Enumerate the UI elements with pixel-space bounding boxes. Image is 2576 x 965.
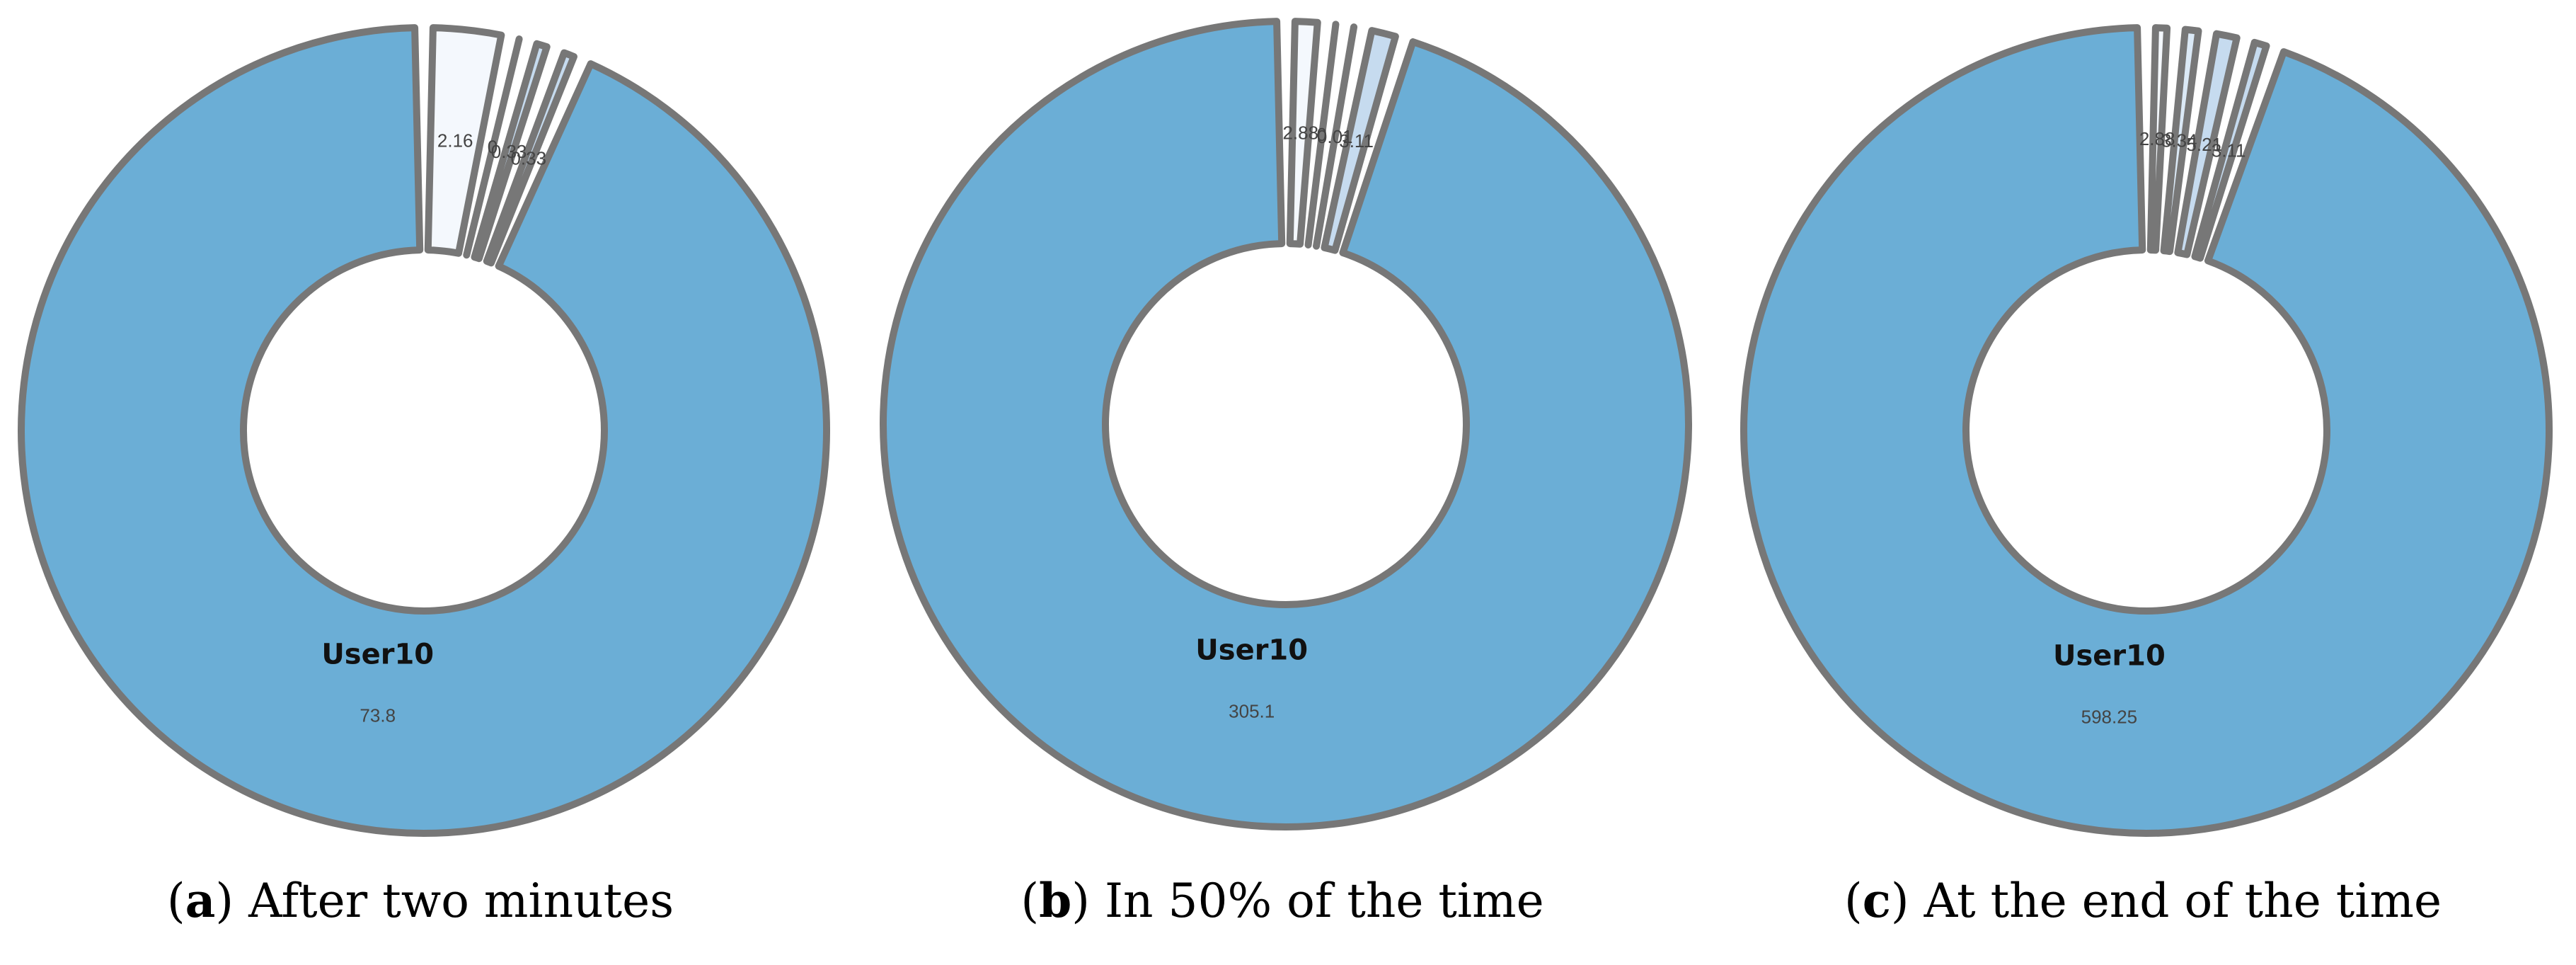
slice-name: User10 xyxy=(321,638,434,670)
slice-value-label: 0.01 xyxy=(1317,126,1353,147)
slice-value-label: 3.11 xyxy=(2212,140,2246,161)
donut-slice xyxy=(483,49,577,267)
donut-slice xyxy=(18,24,830,837)
donut-chart: 2.883.345.213.11 User10 598.25 (c) At the e… xyxy=(1740,24,2553,928)
donut-slice xyxy=(1304,21,1340,249)
caption-text: ) In 50% of the time xyxy=(1071,874,1543,928)
caption: (c) At the end of the time xyxy=(1844,873,2442,928)
caption: (a) After two minutes xyxy=(167,873,674,928)
slice-name: User10 xyxy=(2053,640,2166,673)
donut-slice xyxy=(463,35,523,259)
slice-name: User10 xyxy=(1195,634,1308,666)
slice-value-label: 3.11 xyxy=(1339,130,1374,152)
caption-text: ) After two minutes xyxy=(215,874,674,928)
donut-slice xyxy=(1313,23,1358,250)
slice-value-label: 3.34 xyxy=(2161,130,2197,151)
donut-slice xyxy=(1286,18,1321,248)
donut-slice xyxy=(2174,30,2241,258)
donut-slice xyxy=(424,24,505,257)
donut-slice xyxy=(2146,24,2171,254)
slice-value-label: 73.8 xyxy=(360,704,396,726)
slice-value-label: 598.25 xyxy=(2081,707,2138,728)
caption: (b) In 50% of the time xyxy=(1020,873,1543,928)
caption-open: ( xyxy=(1020,874,1039,928)
donut-slice xyxy=(2191,38,2270,262)
donut-slice xyxy=(471,40,551,263)
caption-tag: b xyxy=(1039,873,1071,928)
slice-value-label: 0.33 xyxy=(510,147,546,169)
donut-slice xyxy=(2160,25,2202,256)
slice-value-label: 5.21 xyxy=(2186,134,2222,155)
caption-tag: a xyxy=(185,873,216,928)
donut-slice xyxy=(1740,24,2553,837)
slice-value-label: 0 xyxy=(1317,124,1327,145)
slice-value-label: 305.1 xyxy=(1229,700,1275,721)
slice-value-label: 2.88 xyxy=(2139,128,2175,149)
slice-value-label: 2.16 xyxy=(437,130,473,151)
caption-tag: c xyxy=(1863,873,1891,928)
caption-text: ) At the end of the time xyxy=(1891,874,2442,928)
donut-slice xyxy=(1321,27,1399,254)
donut-slice xyxy=(880,18,1692,830)
slice-value-label: 2.88 xyxy=(1282,122,1318,143)
slice-value-label: 0 xyxy=(488,137,498,158)
slice-value-label: 0.33 xyxy=(491,141,527,162)
caption-open: ( xyxy=(1844,874,1863,928)
caption-open: ( xyxy=(167,874,185,928)
